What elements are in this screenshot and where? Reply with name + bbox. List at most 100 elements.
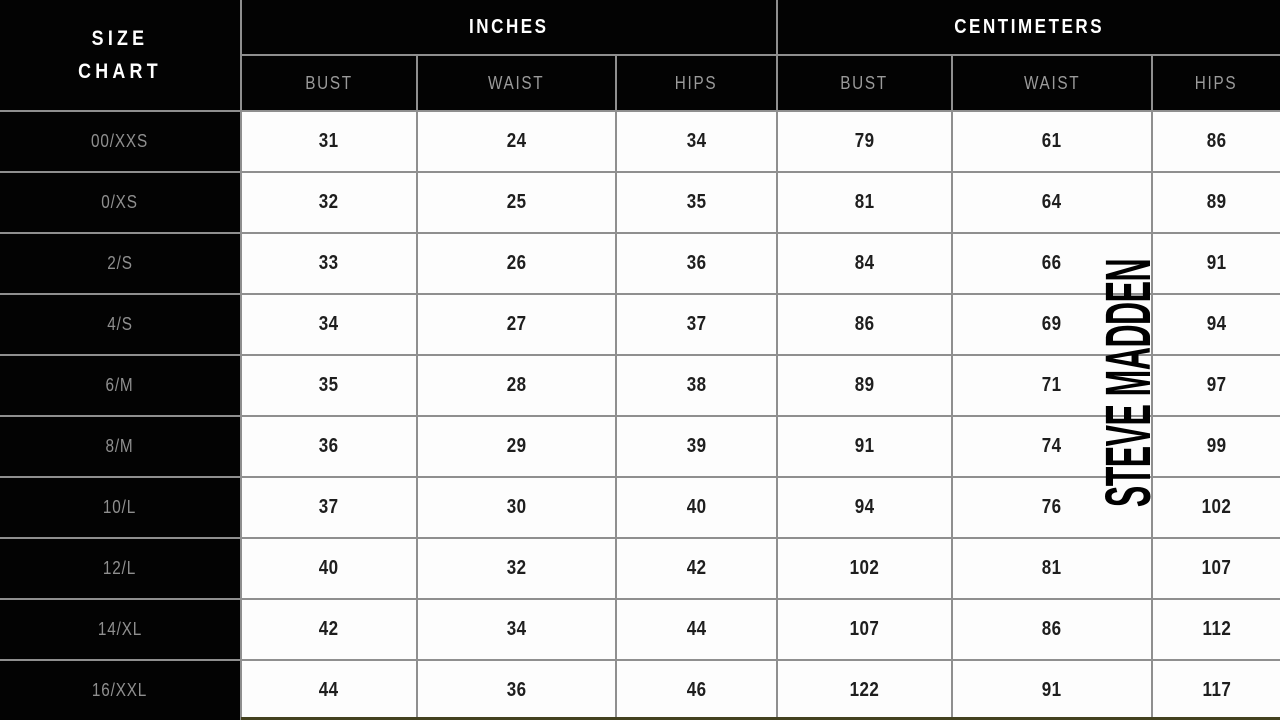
value: 32	[319, 191, 339, 213]
value-cell: 74	[953, 417, 1151, 476]
value-cell: 44	[617, 600, 776, 659]
value: 24	[506, 130, 527, 152]
value-cell: 91	[953, 661, 1151, 720]
value: 28	[506, 374, 527, 396]
value: 91	[1206, 252, 1227, 274]
size-label-cell: 12/L	[0, 539, 240, 598]
value: 99	[1206, 435, 1227, 457]
value-cell: 35	[242, 356, 416, 415]
value-cell: 122	[778, 661, 951, 720]
value: 79	[854, 130, 875, 152]
column-header-label: WAIST	[1023, 72, 1081, 93]
value: 66	[1042, 252, 1062, 274]
value-cell: 34	[617, 112, 776, 171]
value-cell: 66	[953, 234, 1151, 293]
value-cell: 112	[1153, 600, 1280, 659]
value-cell: 34	[418, 600, 615, 659]
value-cell: 25	[418, 173, 615, 232]
value: 31	[319, 130, 339, 152]
size-label-cell: 2/S	[0, 234, 240, 293]
value-cell: 69	[953, 295, 1151, 354]
value-cell: 89	[1153, 173, 1280, 232]
value-cell: 71	[953, 356, 1151, 415]
value-cell: 38	[617, 356, 776, 415]
column-header-label: HIPS	[675, 72, 718, 93]
value: 37	[319, 496, 339, 518]
value-cell: 86	[1153, 112, 1280, 171]
value-cell: 99	[1153, 417, 1280, 476]
value: 102	[1201, 496, 1232, 518]
value-cell: 40	[617, 478, 776, 537]
value: 35	[686, 191, 707, 213]
value-cell: 81	[778, 173, 951, 232]
value-cell: 37	[617, 295, 776, 354]
value-cell: 84	[778, 234, 951, 293]
value-cell: 28	[418, 356, 615, 415]
value: 46	[686, 679, 707, 701]
size-label: 4/S	[107, 314, 133, 334]
value: 86	[1042, 618, 1062, 640]
value: 34	[686, 130, 707, 152]
value: 94	[854, 496, 875, 518]
value: 42	[319, 618, 339, 640]
value: 44	[319, 679, 339, 701]
column-header-waist-inches: WAIST	[418, 56, 615, 110]
value: 61	[1042, 130, 1062, 152]
value-cell: 35	[617, 173, 776, 232]
size-label: 8/M	[105, 436, 135, 456]
value: 64	[1042, 191, 1062, 213]
value-cell: 31	[242, 112, 416, 171]
value-cell: 34	[242, 295, 416, 354]
value: 37	[686, 313, 707, 335]
column-header-bust-cm: BUST	[778, 56, 951, 110]
value: 102	[849, 557, 880, 579]
value: 27	[506, 313, 527, 335]
size-label-cell: 00/XXS	[0, 112, 240, 171]
value: 34	[319, 313, 339, 335]
value-cell: 36	[418, 661, 615, 720]
value: 69	[1042, 313, 1062, 335]
size-label-cell: 14/XL	[0, 600, 240, 659]
size-label-cell: 8/M	[0, 417, 240, 476]
size-label-cell: 6/M	[0, 356, 240, 415]
value: 94	[1206, 313, 1227, 335]
size-label: 00/XXS	[91, 131, 149, 151]
value-cell: 86	[953, 600, 1151, 659]
value: 81	[1042, 557, 1062, 579]
value: 40	[319, 557, 339, 579]
bottom-edge-strip	[241, 717, 1280, 720]
value-cell: 91	[778, 417, 951, 476]
value: 38	[686, 374, 707, 396]
value-cell: 39	[617, 417, 776, 476]
size-label: 16/XXL	[92, 680, 148, 700]
value-cell: 29	[418, 417, 615, 476]
value: 122	[849, 679, 880, 701]
inches-group-header: INCHES	[242, 0, 776, 54]
column-header-hips-inches: HIPS	[617, 56, 776, 110]
value: 36	[319, 435, 339, 457]
value: 89	[854, 374, 875, 396]
value-cell: 79	[778, 112, 951, 171]
value-cell: 26	[418, 234, 615, 293]
column-header-waist-cm: WAIST	[953, 56, 1151, 110]
size-label: 10/L	[103, 497, 137, 517]
size-label-cell: 4/S	[0, 295, 240, 354]
steve-madden-watermark: STEVE MADDEN	[1092, 258, 1164, 508]
value: 74	[1042, 435, 1062, 457]
value: 107	[1201, 557, 1232, 579]
value: 33	[319, 252, 339, 274]
value: 112	[1202, 618, 1231, 640]
value-cell: 32	[418, 539, 615, 598]
column-header-label: WAIST	[488, 72, 545, 93]
value: 91	[1042, 679, 1062, 701]
value-cell: 36	[617, 234, 776, 293]
value: 40	[686, 496, 707, 518]
value-cell: 81	[953, 539, 1151, 598]
column-header-hips-cm: HIPS	[1153, 56, 1280, 110]
size-label: 6/M	[105, 375, 135, 395]
value-cell: 91	[1153, 234, 1280, 293]
value-cell: 42	[617, 539, 776, 598]
value: 89	[1206, 191, 1227, 213]
